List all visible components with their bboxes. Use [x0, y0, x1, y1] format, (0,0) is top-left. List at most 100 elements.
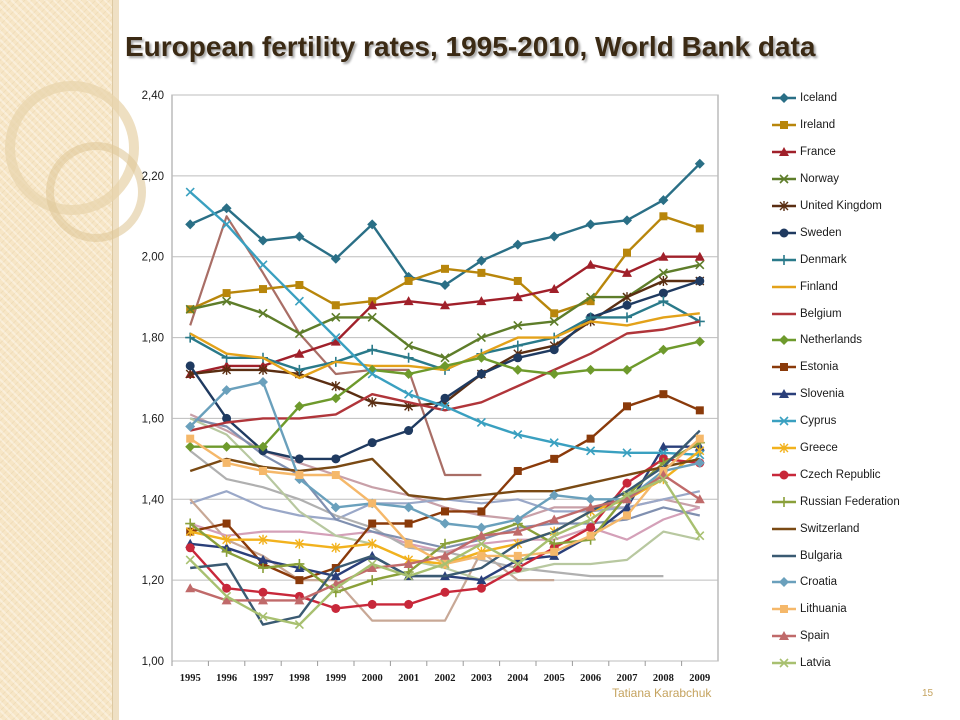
legend-item-russian-federation: Russian Federation: [770, 488, 950, 515]
data-point-lithuania: [477, 551, 486, 560]
legend-label: Switzerland: [800, 522, 860, 535]
legend-item-greece: Greece: [770, 435, 950, 462]
data-point-norway: [331, 312, 341, 322]
legend-item-ireland: Ireland: [770, 112, 950, 139]
legend-swatch: [772, 93, 796, 104]
data-point-spain: [294, 595, 305, 605]
data-point-netherlands: [512, 364, 523, 375]
data-point-denmark: [622, 312, 632, 323]
data-point-greece: [222, 534, 232, 545]
legend-label: Croatia: [800, 576, 838, 589]
data-point-spain: [221, 595, 232, 605]
data-point-slovenia: [330, 571, 341, 581]
data-point-russian-federation: [440, 538, 450, 549]
data-point-russian-federation: [367, 575, 378, 586]
data-point-lithuania: [222, 458, 231, 467]
data-point-czech-republic: [404, 599, 414, 609]
data-point-croatia: [440, 518, 450, 529]
legend-label: Belgium: [800, 307, 842, 320]
x-tick-label: 1996: [216, 673, 237, 684]
data-point-iceland: [185, 219, 196, 230]
data-point-latvia: [695, 531, 705, 541]
y-tick-label: 1,20: [142, 575, 164, 587]
data-point-netherlands: [440, 360, 450, 371]
data-point-france: [512, 292, 523, 302]
data-point-cyprus: [331, 333, 341, 343]
data-point-france: [585, 259, 596, 269]
data-point-sweden: [404, 426, 414, 436]
data-point-russian-federation: [185, 518, 196, 529]
data-point-sweden: [440, 393, 450, 403]
legend-label: Lithuania: [800, 603, 847, 616]
data-point-czech-republic: [258, 587, 268, 597]
data-point-cyprus: [622, 448, 632, 458]
data-point-spain: [258, 595, 268, 605]
background-series-line: [189, 413, 701, 521]
legend-label: Ireland: [800, 119, 836, 132]
data-point-latvia: [658, 474, 668, 484]
x-tick-label: 2007: [617, 673, 638, 684]
data-point-iceland: [294, 231, 305, 242]
legend-swatch-marker: [779, 577, 789, 588]
x-tick-label: 2002: [435, 673, 456, 684]
data-point-ireland: [295, 281, 304, 290]
data-point-czech-republic: [622, 478, 632, 488]
data-point-cyprus: [294, 296, 304, 306]
data-point-russian-federation: [549, 538, 560, 549]
data-point-croatia: [512, 514, 523, 525]
data-point-slovenia: [476, 575, 487, 585]
data-point-denmark: [367, 344, 378, 355]
data-point-iceland: [658, 195, 669, 206]
data-point-croatia: [476, 522, 487, 533]
legend-swatch: [772, 254, 796, 265]
legend-swatch: [772, 147, 796, 157]
data-point-norway: [367, 312, 377, 322]
legend-item-lithuania: Lithuania: [770, 596, 950, 623]
legend-swatch-marker: [780, 363, 788, 372]
data-point-netherlands: [185, 441, 196, 452]
data-point-norway: [440, 353, 450, 363]
data-point-estonia: [477, 507, 486, 516]
data-point-croatia: [403, 502, 414, 513]
data-point-estonia: [441, 507, 449, 516]
legend-item-estonia: Estonia: [770, 354, 950, 381]
data-point-russian-federation: [221, 546, 232, 557]
data-point-iceland: [440, 280, 450, 291]
data-point-netherlands: [694, 336, 705, 347]
data-point-france: [549, 284, 560, 294]
legend-swatch: [772, 285, 796, 288]
legend-item-croatia: Croatia: [770, 569, 950, 596]
data-point-norway: [513, 320, 523, 331]
legend-item-iceland: Iceland: [770, 85, 950, 112]
legend-swatch-marker: [779, 631, 789, 641]
data-point-lithuania: [695, 434, 704, 443]
legend-item-netherlands: Netherlands: [770, 327, 950, 354]
data-point-estonia: [623, 402, 631, 411]
data-point-latvia: [404, 571, 414, 581]
data-point-ireland: [513, 276, 522, 285]
data-point-united-kingdom: [258, 364, 268, 375]
x-tick-label: 2000: [362, 673, 383, 684]
data-point-ireland: [222, 289, 231, 298]
data-point-spain: [185, 583, 196, 593]
data-point-netherlands: [476, 352, 487, 363]
data-point-slovenia: [258, 554, 268, 564]
legend-label: Norway: [800, 173, 839, 186]
legend-item-czech-republic: Czech Republic: [770, 461, 950, 488]
data-point-lithuania: [368, 499, 377, 508]
data-point-sweden: [476, 369, 486, 379]
legend-item-sweden: Sweden: [770, 219, 950, 246]
data-point-slovenia: [658, 441, 669, 451]
data-point-spain: [694, 494, 705, 504]
data-point-latvia: [549, 531, 559, 541]
data-point-united-kingdom: [367, 397, 377, 408]
data-point-ireland: [441, 264, 449, 273]
data-point-cyprus: [367, 369, 377, 379]
data-point-estonia: [659, 390, 668, 399]
legend-swatch: [772, 443, 796, 454]
data-point-greece: [294, 538, 304, 549]
legend-label: Cyprus: [800, 415, 837, 428]
legend-swatch-marker: [779, 496, 789, 507]
data-point-denmark: [658, 296, 669, 307]
data-point-iceland: [512, 239, 523, 250]
